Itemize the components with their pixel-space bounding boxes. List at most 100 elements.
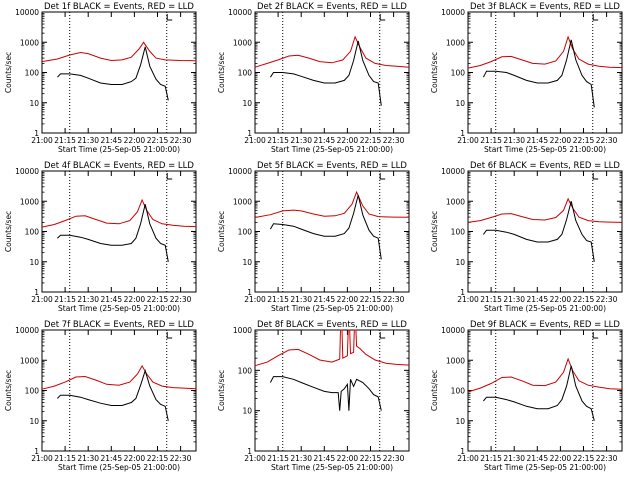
y-tick-label: 1 — [34, 129, 39, 138]
chart-title: Det 5f BLACK = Events, RED = LLD — [257, 161, 407, 171]
x-tick-label: 21:45 — [313, 454, 335, 463]
x-tick-label: 21:15 — [480, 454, 502, 463]
x-tick-label: 22:15 — [573, 295, 595, 304]
y-tick-label: 10 — [29, 417, 39, 426]
x-tick-label: 21:15 — [267, 295, 289, 304]
x-tick-label: 21:30 — [290, 295, 312, 304]
chart-title: Det 7f BLACK = Events, RED = LLD — [44, 320, 194, 330]
plot-frame — [467, 11, 623, 134]
lld-series-line — [467, 357, 623, 393]
y-axis-label: Counts/sec — [430, 370, 439, 411]
y-tick-label: 1 — [460, 129, 465, 138]
x-tick-label: 21:30 — [290, 454, 312, 463]
y-axis-label: Counts/sec — [4, 211, 13, 252]
plot-frame — [41, 329, 197, 452]
y-tick-label: 1 — [34, 288, 39, 297]
y-tick-label: 100 — [451, 387, 466, 396]
x-tick-label: 22:15 — [360, 295, 382, 304]
lld-series-line — [254, 190, 410, 218]
y-tick-label: 10000 — [228, 8, 252, 17]
time-marker — [166, 173, 173, 180]
x-tick-label: 22:30 — [170, 454, 192, 463]
x-tick-label: 22:00 — [550, 136, 572, 145]
y-tick-label: 100 — [238, 69, 253, 78]
x-tick-label: 22:15 — [147, 295, 169, 304]
y-tick-label: 1000 — [20, 38, 39, 47]
y-tick-label: 10 — [29, 99, 39, 108]
chart-panel: Det 1f BLACK = Events, RED = LLD 1 10 100 10… — [4, 2, 197, 154]
x-tick-label: 21:30 — [77, 454, 99, 463]
y-tick-label: 100 — [25, 228, 40, 237]
y-tick-label: 100 — [451, 69, 466, 78]
y-tick-label: 10000 — [441, 167, 465, 176]
y-axis-label: Counts/sec — [217, 211, 226, 252]
x-tick-label: 22:00 — [550, 295, 572, 304]
y-axis-label: Counts/sec — [4, 370, 13, 411]
y-axis-label: Counts/sec — [217, 370, 226, 411]
chart-panel: Det 3f BLACK = Events, RED = LLD 1 10 100 10… — [430, 2, 623, 154]
events-series-line — [57, 369, 169, 421]
x-tick-label: 21:45 — [100, 136, 122, 145]
y-tick-label: 10000 — [441, 326, 465, 335]
x-tick-label: 21:15 — [267, 136, 289, 145]
x-tick-label: 21:30 — [503, 136, 525, 145]
x-tick-label: 21:45 — [313, 295, 335, 304]
x-tick-label: 21:45 — [313, 136, 335, 145]
x-tick-label: 21:00 — [457, 295, 479, 304]
plot-frame — [254, 170, 410, 293]
x-tick-label: 22:15 — [360, 136, 382, 145]
time-marker — [166, 332, 173, 339]
x-tick-label: 21:15 — [54, 454, 76, 463]
y-tick-label: 1000 — [446, 356, 465, 365]
y-tick-label: 1 — [460, 288, 465, 297]
x-tick-label: 22:00 — [550, 454, 572, 463]
time-marker — [379, 332, 386, 339]
x-tick-label: 21:15 — [480, 295, 502, 304]
y-tick-label: 10 — [455, 258, 465, 267]
chart-panel: Det 2f BLACK = Events, RED = LLD 1 10 100 10… — [217, 2, 410, 154]
y-tick-label: 10000 — [15, 8, 39, 17]
x-tick-label: 21:45 — [526, 295, 548, 304]
y-axis-label: Counts/sec — [430, 52, 439, 93]
y-tick-label: 10000 — [15, 326, 39, 335]
x-tick-label: 21:30 — [503, 295, 525, 304]
events-series-line — [269, 194, 382, 260]
x-tick-label: 22:30 — [383, 136, 405, 145]
y-tick-label: 1000 — [20, 197, 39, 206]
x-axis-label: Start Time (25-Sep-05 21:00:00) — [271, 304, 393, 313]
y-tick-label: 10 — [242, 407, 252, 416]
x-tick-label: 22:15 — [147, 454, 169, 463]
y-tick-label: 100 — [451, 228, 466, 237]
chart-panel: Det 7f BLACK = Events, RED = LLD 1 10 100 10… — [4, 320, 197, 472]
x-axis-label: Start Time (25-Sep-05 21:00:00) — [484, 145, 606, 154]
time-marker — [166, 14, 173, 21]
x-tick-label: 21:45 — [100, 295, 122, 304]
chart-title: Det 1f BLACK = Events, RED = LLD — [44, 2, 194, 12]
x-tick-label: 22:15 — [147, 136, 169, 145]
lld-series-line — [254, 329, 410, 367]
events-series-line — [269, 40, 382, 106]
y-tick-label: 10 — [242, 258, 252, 267]
lld-series-line — [41, 198, 197, 228]
x-tick-label: 22:30 — [170, 295, 192, 304]
lld-series-line — [41, 364, 197, 390]
y-tick-label: 100 — [25, 69, 40, 78]
plot-frame — [41, 170, 197, 293]
plot-frame — [41, 11, 197, 134]
chart-panel: Det 9f BLACK = Events, RED = LLD 1 10 100 10… — [430, 320, 623, 472]
x-tick-label: 22:00 — [124, 454, 146, 463]
x-tick-label: 21:00 — [244, 136, 266, 145]
y-tick-label: 1000 — [20, 356, 39, 365]
y-tick-label: 1000 — [233, 326, 252, 335]
x-tick-label: 22:30 — [596, 136, 618, 145]
plot-frame — [467, 170, 623, 293]
y-tick-label: 10000 — [15, 167, 39, 176]
x-axis-label: Start Time (25-Sep-05 21:00:00) — [271, 145, 393, 154]
events-series-line — [483, 365, 595, 421]
plot-frame — [467, 329, 623, 452]
plot-frame — [254, 329, 410, 452]
x-tick-label: 21:45 — [526, 136, 548, 145]
time-marker — [592, 173, 599, 180]
x-tick-label: 22:30 — [383, 454, 405, 463]
x-tick-label: 21:00 — [244, 295, 266, 304]
